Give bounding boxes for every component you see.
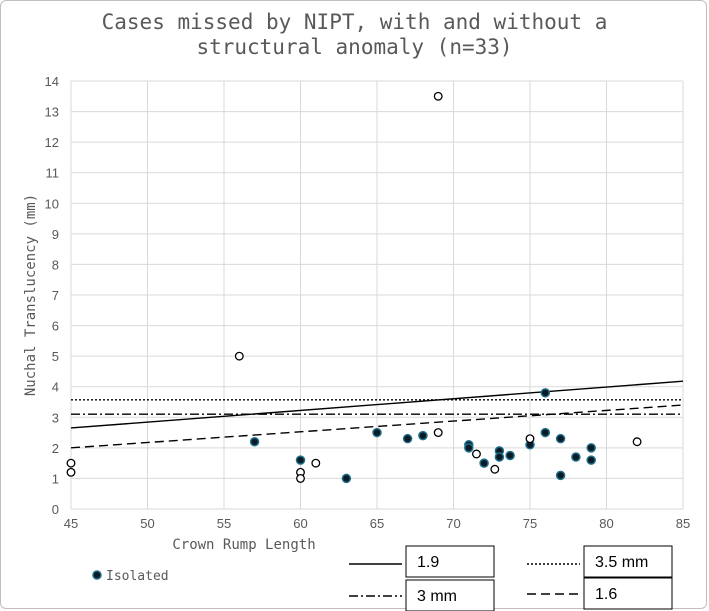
x-tick-label: 55 — [217, 516, 231, 531]
anomaly-point — [433, 91, 443, 101]
reference-lines — [70, 380, 684, 449]
isolated-point — [341, 473, 352, 484]
anomaly-point — [66, 467, 76, 477]
y-tick-label: 8 — [52, 257, 59, 272]
anomaly-point — [311, 458, 321, 468]
x-tick-label: 65 — [370, 516, 384, 531]
x-tick-label: 80 — [599, 516, 613, 531]
isolated-point — [494, 452, 505, 462]
y-axis-title: Nuchal Translucency (mm) — [23, 194, 39, 396]
isolated-point — [555, 433, 566, 444]
y-tick-label: 9 — [52, 227, 59, 242]
chart-title: Cases missed by NIPT, with and without a… — [0, 10, 709, 60]
legend-isolated-label: Isolated — [106, 569, 169, 584]
isolated-point — [540, 388, 551, 398]
anomaly-point — [525, 434, 535, 444]
y-tick-label: 6 — [52, 319, 59, 334]
isolated-point — [418, 430, 428, 441]
anomaly-point — [632, 437, 642, 447]
anomaly-point — [490, 464, 500, 474]
anomaly-point — [296, 473, 305, 483]
isolated-point — [295, 455, 306, 465]
chart-title-line-2: structural anomaly (n=33) — [196, 35, 513, 59]
isolated-point — [402, 433, 413, 444]
y-tick-label: 5 — [52, 349, 59, 364]
legend-label-box — [583, 577, 673, 610]
x-axis-title: Crown Rump Length — [172, 537, 315, 553]
isolated-point — [571, 452, 581, 462]
isolated-point — [372, 427, 382, 438]
isolated-point — [249, 436, 260, 447]
legend-line-label: 1.6 — [595, 586, 617, 603]
legend-label-box — [405, 579, 495, 611]
y-tick-label: 2 — [52, 441, 59, 456]
legend-line-label: 3 mm — [417, 588, 457, 605]
anomaly-point — [234, 351, 244, 361]
x-tick-label: 75 — [523, 516, 537, 531]
y-tick-label: 3 — [52, 410, 59, 425]
isolated-point — [586, 443, 596, 453]
isolated-point — [555, 470, 566, 481]
y-tick-label: 13 — [45, 105, 59, 120]
y-tick-label: 14 — [45, 74, 59, 89]
y-tick-label: 12 — [45, 135, 59, 150]
legend-isolated-marker — [92, 570, 102, 580]
chart-title-line-1: Cases missed by NIPT, with and without a — [101, 10, 608, 34]
legend-label-box — [583, 545, 673, 578]
isolated-point — [505, 450, 515, 461]
legend-line-label: 1.9 — [417, 554, 439, 571]
legend: Isolated 1.9 3.5 mm 3 mm 1.6 — [92, 545, 673, 611]
reference-line — [70, 404, 684, 449]
legend-label-box — [405, 545, 495, 578]
isolated-point — [586, 455, 596, 465]
isolated-point — [464, 443, 474, 453]
reference-line — [70, 380, 684, 429]
y-tick-label: 10 — [45, 196, 59, 211]
y-tick-label: 0 — [52, 502, 59, 517]
anomaly-point — [472, 449, 481, 459]
x-tick-label: 85 — [676, 516, 690, 531]
x-tick-label: 45 — [64, 516, 78, 531]
data-points — [66, 91, 642, 484]
grid-lines — [70, 80, 684, 510]
x-tick-label: 70 — [446, 516, 460, 531]
isolated-point — [479, 458, 489, 468]
anomaly-point — [66, 458, 76, 468]
y-tick-label: 1 — [52, 471, 59, 486]
x-tick-label: 50 — [140, 516, 154, 531]
y-tick-label: 11 — [46, 166, 60, 181]
x-tick-label: 60 — [293, 516, 307, 531]
isolated-point — [540, 427, 551, 438]
y-tick-label: 4 — [52, 380, 59, 395]
y-tick-label: 7 — [52, 288, 59, 303]
anomaly-point — [433, 428, 443, 438]
legend-line-label: 3.5 mm — [595, 554, 648, 571]
